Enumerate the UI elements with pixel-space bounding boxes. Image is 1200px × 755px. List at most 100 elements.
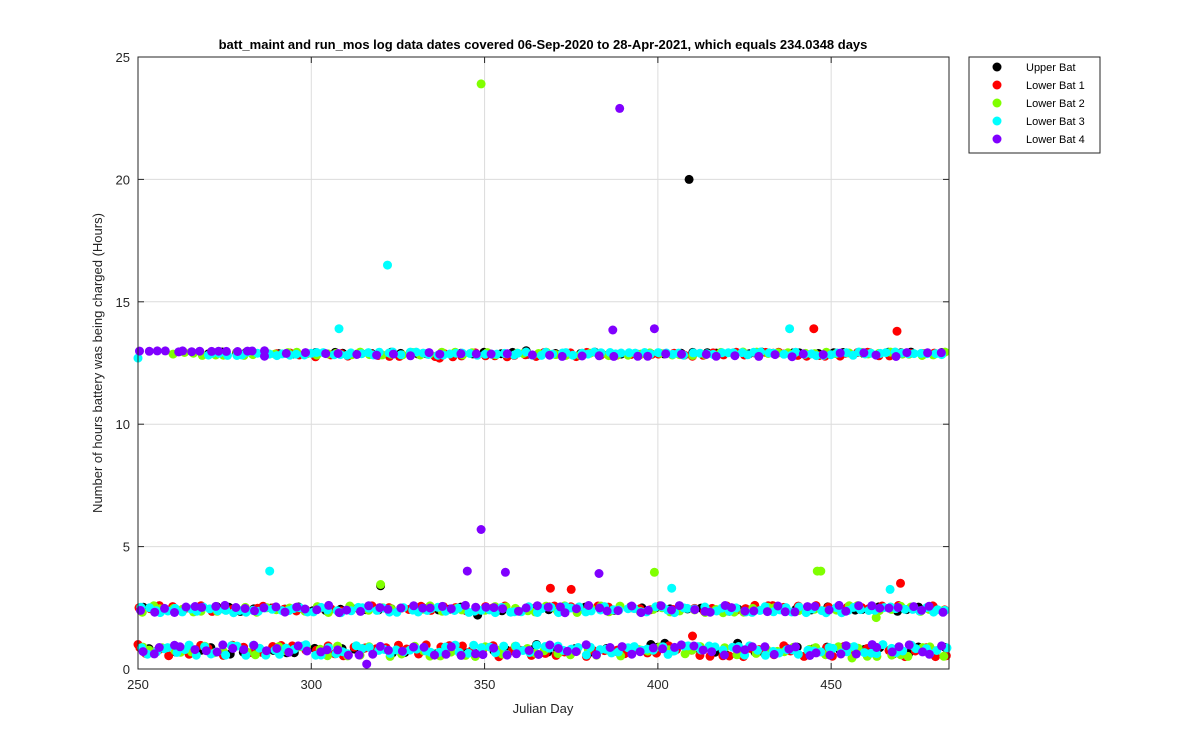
data-point (333, 349, 343, 358)
data-point (643, 351, 653, 361)
data-point (667, 583, 677, 593)
data-point (677, 349, 686, 359)
data-point (293, 641, 303, 651)
data-point (835, 348, 845, 358)
legend-box (968, 56, 1101, 154)
y-tick-label: 20 (116, 172, 130, 187)
data-point (891, 352, 901, 361)
legend-marker (992, 116, 1002, 126)
data-point (260, 351, 269, 361)
data-point (571, 604, 581, 614)
data-point (740, 606, 750, 616)
data-point (425, 603, 435, 613)
x-tick-label: 400 (647, 677, 669, 692)
data-point (524, 646, 534, 655)
data-point (773, 601, 783, 611)
data-point (616, 348, 626, 358)
data-point (322, 645, 332, 655)
data-point (581, 640, 591, 650)
data-point (649, 567, 659, 577)
data-point (534, 650, 544, 659)
data-point (887, 647, 897, 657)
axis-ticks: 250 300 350 400 450 0 5 10 15 20 25 (116, 50, 949, 692)
data-point (364, 601, 374, 611)
data-point (656, 601, 666, 611)
data-point (195, 346, 205, 356)
data-point (430, 650, 439, 660)
data-point (231, 603, 241, 612)
data-point (904, 640, 914, 650)
data-point (608, 325, 618, 335)
data-point (584, 601, 594, 610)
legend-marker (992, 80, 1002, 90)
legend-label: Lower Bat 3 (1026, 116, 1085, 128)
data-point (761, 650, 770, 660)
data-point (557, 351, 567, 361)
data-point (187, 347, 197, 357)
data-point (680, 649, 690, 659)
legend-label: Lower Bat 4 (1026, 134, 1085, 146)
data-point (849, 642, 859, 652)
data-point (902, 348, 912, 358)
data-point (617, 642, 627, 652)
data-point (658, 644, 667, 654)
data-point (689, 641, 699, 651)
data-point (867, 601, 877, 611)
data-point (653, 348, 663, 358)
data-point (577, 351, 587, 361)
data-point (871, 350, 881, 360)
data-point (164, 651, 174, 661)
data-point (343, 650, 353, 660)
data-point (481, 602, 491, 612)
data-point (368, 649, 378, 659)
data-point (824, 605, 834, 615)
data-point (388, 349, 398, 359)
data-point (383, 604, 393, 614)
y-tick-label: 5 (123, 540, 130, 555)
data-point (875, 603, 885, 613)
data-point (333, 645, 343, 655)
data-point (409, 642, 418, 652)
data-point (233, 347, 243, 356)
data-point (178, 346, 188, 356)
data-point (262, 646, 271, 656)
data-point (698, 645, 708, 655)
data-point (197, 602, 207, 612)
data-point (676, 640, 686, 650)
data-point (486, 349, 496, 359)
data-point (701, 349, 711, 359)
data-point (240, 604, 250, 613)
data-point (602, 606, 612, 616)
data-point (595, 603, 605, 613)
data-point (175, 642, 185, 652)
data-point (636, 608, 646, 618)
data-point (476, 79, 486, 89)
data-point (825, 650, 835, 660)
data-point (859, 648, 869, 658)
legend-label: Upper Bat (1026, 62, 1076, 74)
data-point (424, 348, 434, 358)
chart-title: batt_maint and run_mos log data dates co… (219, 37, 868, 52)
data-point (356, 606, 365, 616)
data-point (372, 350, 382, 360)
data-point (740, 645, 750, 655)
data-point (334, 324, 344, 334)
data-point (462, 566, 472, 576)
data-point (514, 606, 523, 616)
data-point (615, 103, 625, 113)
data-point (354, 650, 364, 660)
legend-marker (992, 98, 1002, 108)
data-point (684, 174, 694, 184)
data-point (364, 643, 374, 652)
data-point (896, 578, 905, 588)
x-tick-label: 450 (820, 677, 842, 692)
data-point (249, 640, 259, 650)
legend-marker (992, 134, 1002, 144)
data-point (218, 640, 228, 650)
data-point (160, 346, 170, 356)
data-point (591, 650, 601, 660)
data-point (375, 603, 385, 613)
data-point (221, 650, 231, 660)
data-point (181, 602, 191, 612)
data-point (477, 643, 486, 653)
